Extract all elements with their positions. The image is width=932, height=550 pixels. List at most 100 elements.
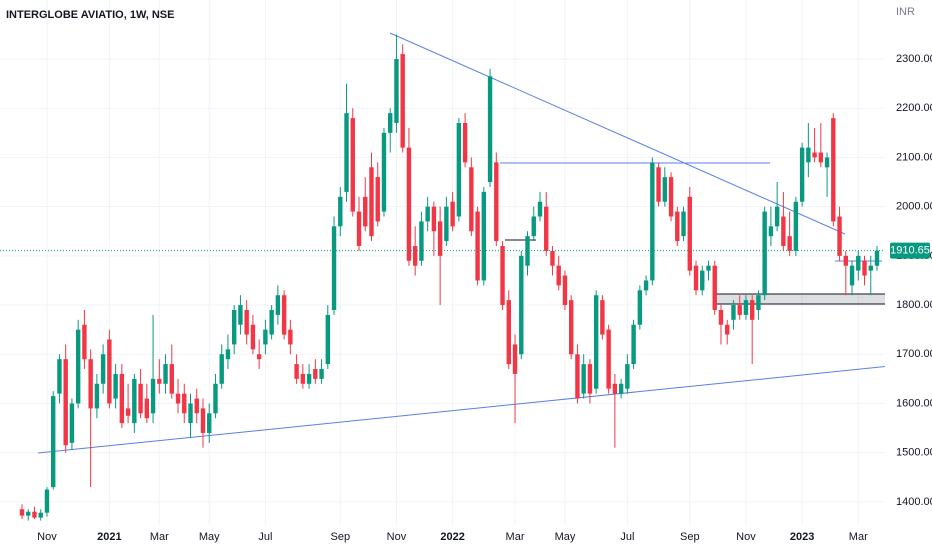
candle-body (313, 369, 318, 379)
candle-body (275, 295, 281, 315)
candle-body (188, 403, 193, 424)
candle-body (531, 216, 536, 237)
candle-body (431, 206, 437, 232)
candle-body (799, 147, 805, 202)
candle-body (100, 354, 106, 384)
y-tick-label: 1700.00 (896, 348, 932, 360)
price-axis (885, 0, 932, 550)
candle-body (537, 201, 543, 217)
candle-body (662, 177, 668, 202)
candle-body (26, 511, 31, 516)
candle-body (456, 123, 462, 217)
x-tick-label: Nov (736, 531, 756, 543)
y-tick-label: 1500.00 (896, 447, 932, 459)
candle-body (625, 364, 630, 389)
candle-body (525, 236, 530, 266)
candle-body (144, 398, 150, 419)
candle-body (57, 359, 62, 394)
candle-body (325, 314, 331, 365)
candle-body (512, 344, 518, 374)
chart-title: INTERGLOBE AVIATIO, 1W, NSE (6, 9, 174, 21)
candle-body (350, 118, 355, 212)
candle-body (618, 383, 624, 394)
candle-body (331, 226, 337, 310)
candle-body (419, 221, 424, 261)
candle-body (856, 255, 861, 271)
trend-line (37, 365, 891, 454)
candle-body (693, 265, 699, 291)
candle-body (862, 260, 867, 276)
x-tick-label: Sep (330, 531, 350, 543)
candle-body (519, 255, 524, 355)
candle-body (675, 211, 680, 242)
candle-body (119, 373, 125, 424)
candle-body (550, 250, 555, 266)
candle-body (487, 76, 493, 183)
x-tick-label: 2022 (440, 531, 464, 543)
candle-body (63, 359, 68, 446)
candle-body (200, 408, 206, 433)
candles (0, 34, 885, 521)
candle-body (494, 162, 499, 242)
y-tick-label: 2300.00 (896, 53, 932, 65)
candle-body (650, 162, 655, 281)
candle-body (806, 147, 811, 163)
candle-body (113, 373, 118, 399)
candle-body (818, 152, 824, 163)
y-tick-label: 1400.00 (896, 496, 932, 508)
candle-body (681, 211, 686, 237)
candle-body (756, 295, 761, 310)
candle-body (643, 280, 649, 291)
candle-body (544, 206, 549, 251)
candle-body (75, 329, 81, 404)
candle-body (725, 324, 730, 335)
candle-body (437, 221, 443, 256)
candle-body (182, 393, 187, 414)
candle-body (263, 329, 268, 345)
candle-body (406, 147, 412, 261)
candle-body (138, 383, 143, 414)
axes: 1400.001500.001600.001700.001800.001900.… (37, 53, 932, 543)
candle-body (824, 157, 830, 168)
candle-body (481, 191, 487, 281)
candle-body (737, 305, 742, 315)
candle-body (849, 265, 855, 286)
candle-body (444, 206, 449, 242)
candle-body (562, 275, 568, 306)
candle-body (69, 403, 75, 443)
y-axis-label: INR (896, 6, 915, 18)
candle-body (600, 300, 605, 335)
candle-body (294, 364, 299, 379)
candle-body (831, 118, 836, 222)
candle-body (38, 512, 43, 518)
y-tick-label: 2000.00 (896, 201, 932, 213)
candle-body (194, 398, 199, 414)
candle-body (250, 324, 256, 350)
candle-body (157, 378, 162, 384)
y-tick-label: 1600.00 (896, 397, 932, 409)
candle-body (793, 201, 799, 251)
candle-body (300, 373, 306, 384)
candle-body (469, 167, 474, 232)
candle-body (743, 300, 749, 315)
candle-body (213, 383, 218, 414)
candle-body (344, 113, 349, 192)
candle-body (19, 509, 25, 516)
candle-body (837, 216, 842, 256)
candle-body (207, 413, 212, 433)
x-tick-label: Mar (849, 531, 868, 543)
candle-body (612, 383, 618, 394)
candle-body (150, 378, 156, 414)
candle-body (731, 305, 736, 320)
candle-body (388, 113, 393, 133)
x-tick-label: Nov (37, 531, 57, 543)
candle-body (812, 152, 817, 158)
candle-body (656, 167, 661, 202)
candle-body (394, 59, 399, 124)
x-tick-label: 2023 (790, 531, 814, 543)
candle-body (712, 265, 717, 310)
x-tick-label: Sep (680, 531, 700, 543)
candle-body (637, 290, 643, 325)
candle-body (88, 359, 93, 409)
